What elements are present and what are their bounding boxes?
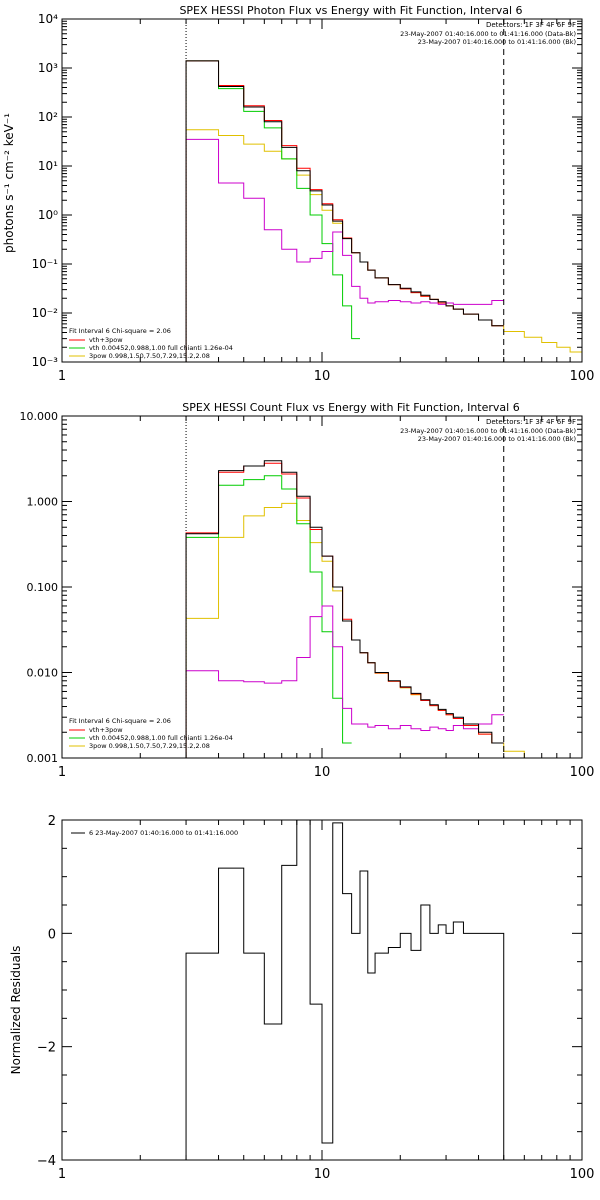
count-series-vth-3pow xyxy=(185,462,504,758)
count-y-tick-label: 0.001 xyxy=(27,752,59,765)
photon-legend-3pow: 3pow 0.998,1.50,7.50,7.29,15.2,2.08 xyxy=(89,352,210,360)
count-y-tick-label: 0.100 xyxy=(27,581,59,594)
photon-chart-title: SPEX HESSI Photon Flux vs Energy with Fi… xyxy=(179,4,522,17)
photon-series-vth-3pow xyxy=(185,60,504,362)
photon-legend-data: 23-May-2007 01:40:16.000 to 01:41:16.000… xyxy=(400,30,576,38)
photon-legend-total: vth+3pow xyxy=(89,336,123,344)
count-y-tick-label: 1.000 xyxy=(27,496,59,509)
count-x-tick-label: 1 xyxy=(58,765,66,780)
photon-series-data-bk xyxy=(185,60,504,362)
photon-y-tick-label: 10⁰ xyxy=(38,208,58,222)
photon-y-tick-label: 10⁻² xyxy=(32,306,59,320)
count-series-data-bk xyxy=(185,460,504,758)
photon-y-tick-label: 10¹ xyxy=(38,159,58,173)
photon-detectors-label: Detectors: 1F 3F 4F 6F 9F xyxy=(486,21,576,29)
residuals-legend: 6 23-May-2007 01:40:16.000 to 01:41:16.0… xyxy=(89,829,238,837)
count-detectors-label: Detectors: 1F 3F 4F 6F 9F xyxy=(486,418,576,426)
photon-legend-vth: vth 0.00452,0.988,1.00 full chianti 1.26… xyxy=(89,344,233,352)
count-legend-background: 23-May-2007 01:40:16.000 to 01:41:16.000… xyxy=(418,435,576,443)
photon-fit-info: Fit Interval 6 Chi-square = 2.06 xyxy=(69,327,171,335)
photon-flux-panel: SPEX HESSI Photon Flux vs Energy with Fi… xyxy=(2,4,594,384)
count-y-tick-label: 10.000 xyxy=(20,410,59,423)
count-legend-total: vth+3pow xyxy=(89,726,123,734)
photon-y-tick-label: 10² xyxy=(38,110,58,124)
resid-y-tick-label: 0 xyxy=(48,927,56,942)
photon-x-tick-label: 1 xyxy=(58,369,66,384)
photon-series-group xyxy=(185,60,582,362)
photon-series-bk xyxy=(185,138,504,362)
count-x-tick-label: 10 xyxy=(314,765,331,780)
count-legend-vth: vth 0.00452,0.988,1.00 full chianti 1.26… xyxy=(89,734,233,742)
photon-y-tick-label: 10³ xyxy=(38,61,58,75)
count-legend-data: 23-May-2007 01:40:16.000 to 01:41:16.000… xyxy=(400,427,576,435)
resid-series-6-23-may-2007-01-40-16-000-to-01-41-16-000 xyxy=(185,820,505,1160)
residuals-y-axis-label: Normalized Residuals xyxy=(9,946,23,1075)
photon-y-axis-label: photons s⁻¹ cm⁻² keV⁻¹ xyxy=(2,113,16,253)
resid-x-tick-label: 1 xyxy=(58,1167,66,1182)
residuals-panel: Normalized Residuals 6 23-May-2007 01:40… xyxy=(9,814,594,1182)
count-chart-title: SPEX HESSI Count Flux vs Energy with Fit… xyxy=(182,401,519,414)
photon-y-tick-label: 10⁴ xyxy=(38,12,58,26)
count-legend-3pow: 3pow 0.998,1.50,7.50,7.29,15.2,2.08 xyxy=(89,742,210,750)
photon-series-3pow xyxy=(185,129,582,362)
count-series-vth xyxy=(185,475,352,758)
photon-y-tick-label: 10⁻³ xyxy=(32,355,59,369)
count-series-3pow xyxy=(185,502,542,758)
photon-legend-background: 23-May-2007 01:40:16.000 to 01:41:16.000… xyxy=(418,38,576,46)
resid-x-tick-label: 100 xyxy=(570,1167,595,1182)
count-y-tick-label: 0.010 xyxy=(27,667,59,680)
photon-x-tick-label: 100 xyxy=(570,369,595,384)
photon-series-vth xyxy=(185,60,360,362)
resid-y-tick-label: −4 xyxy=(37,1154,56,1169)
resid-y-tick-label: 2 xyxy=(48,814,56,829)
count-series-bk xyxy=(185,605,504,758)
photon-x-tick-label: 10 xyxy=(314,369,331,384)
resid-y-tick-label: −2 xyxy=(37,1041,56,1056)
count-x-tick-label: 100 xyxy=(570,765,595,780)
count-flux-panel: SPEX HESSI Count Flux vs Energy with Fit… xyxy=(20,401,595,780)
resid-series-group xyxy=(185,820,505,1160)
count-series-group xyxy=(185,460,542,758)
resid-x-tick-label: 10 xyxy=(314,1167,331,1182)
photon-y-tick-label: 10⁻¹ xyxy=(32,257,59,271)
count-fit-info: Fit Interval 6 Chi-square = 2.06 xyxy=(69,717,171,725)
